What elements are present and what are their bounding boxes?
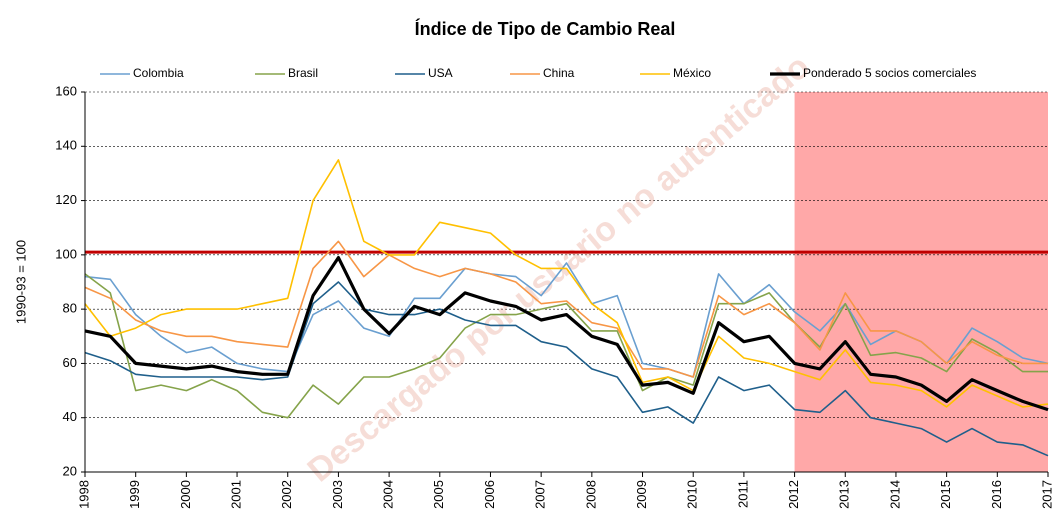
x-tick-label: 2011 <box>735 480 750 508</box>
chart-title: Índice de Tipo de Cambio Real <box>415 18 676 39</box>
series-line <box>84 273 1048 419</box>
x-tick-label: 2009 <box>634 480 649 509</box>
legend-label: Ponderado 5 socios comerciales <box>803 66 976 80</box>
x-tick-label: 2005 <box>431 480 446 509</box>
series-line <box>84 281 1049 457</box>
x-tick-label: 2006 <box>482 480 497 509</box>
y-tick-label: 120 <box>55 192 77 207</box>
x-tick-label: 2001 <box>228 480 243 509</box>
series-line <box>84 159 1049 408</box>
y-tick-label: 40 <box>63 409 77 424</box>
y-tick-label: 20 <box>63 463 77 478</box>
legend-label: Brasil <box>288 66 318 80</box>
x-tick-label: 1998 <box>76 480 91 509</box>
y-tick-label: 80 <box>63 301 77 316</box>
x-tick-label: 2017 <box>1039 480 1053 509</box>
legend-label: México <box>673 66 711 80</box>
x-tick-label: 2015 <box>938 480 953 509</box>
y-axis-label: 1990-93 = 100 <box>13 240 28 324</box>
x-tick-label: 2012 <box>786 480 801 509</box>
x-tick-label: 2000 <box>178 480 193 509</box>
legend-label: USA <box>428 66 453 80</box>
x-tick-label: 2016 <box>989 480 1004 509</box>
y-tick-label: 100 <box>55 246 77 261</box>
x-tick-label: 2014 <box>887 480 902 509</box>
x-tick-label: 2010 <box>685 480 700 509</box>
legend-label: China <box>543 66 575 80</box>
x-tick-label: 2013 <box>837 480 852 509</box>
x-tick-label: 2008 <box>583 480 598 509</box>
x-tick-label: 2007 <box>533 480 548 509</box>
x-tick-label: 2004 <box>381 480 396 509</box>
shaded-region <box>794 92 1048 472</box>
y-tick-label: 160 <box>55 83 77 98</box>
series-line <box>84 262 1049 378</box>
y-tick-label: 140 <box>55 138 77 153</box>
x-tick-label: 1999 <box>127 480 142 509</box>
legend-label: Colombia <box>133 66 184 80</box>
x-tick-label: 2002 <box>279 480 294 509</box>
y-tick-label: 60 <box>63 355 77 370</box>
x-tick-label: 2003 <box>330 480 345 509</box>
series-line <box>84 256 1049 412</box>
series-line <box>84 240 1048 378</box>
